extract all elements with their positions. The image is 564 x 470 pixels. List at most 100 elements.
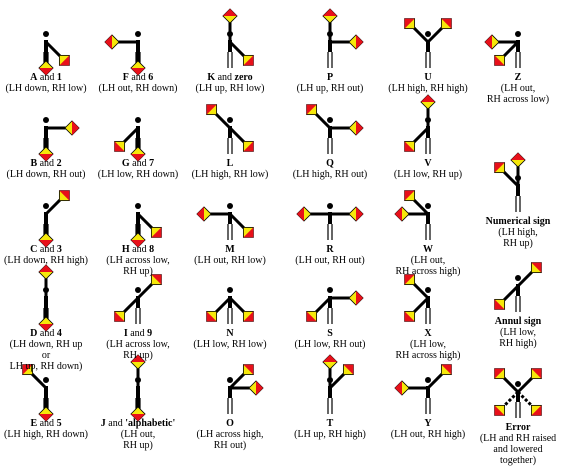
sign-conjunction: and [37,328,57,339]
sign-letter: A [30,72,38,83]
flag-red [356,290,364,306]
semaphore-figure [404,18,452,68]
sign-letter: X [424,328,432,339]
sign-caption: E and 5 (LH high, RH down) [0,418,98,440]
sign-letter: I [123,328,128,339]
sign-caption: P (LH up, RH out) [278,72,382,94]
sign-caption: M (LH out, RH low) [178,244,282,266]
flag-red [243,311,254,322]
sign-description: (LH down, RH up [9,339,83,350]
semaphore-flag [242,364,254,376]
sign-number: 9 [147,328,153,339]
sign-name: Error [466,422,564,433]
semaphore-figure [404,94,436,154]
sign-name: D and 4 [0,328,98,339]
semaphore-flag [306,104,318,116]
figure-head [425,203,431,209]
semaphore-flag [348,290,364,306]
sign-description: (LH high, RH out) [292,169,368,180]
sign-caption: V (LH low, RH up) [376,158,480,180]
flag-red [306,311,317,322]
flag-red [404,190,415,201]
semaphore-figure [394,364,452,414]
semaphore-flag [104,34,120,50]
sign-description: (LH out, [410,255,446,266]
sign-caption: A and 1 (LH down, RH low) [0,72,98,94]
semaphore-flag [130,146,146,162]
flag-red [322,8,338,16]
sign-letter: V [424,158,432,169]
semaphore-figure [306,287,364,324]
flag-red [404,311,415,322]
flag-red [394,206,402,222]
semaphore-figure [296,203,364,240]
sign-conjunction: and [105,418,126,429]
semaphore-flag [114,140,126,152]
sign-description: (LH high, RH high) [388,83,468,94]
semaphore-flag [322,8,338,24]
flag-red [531,368,542,379]
flag-red [38,240,54,248]
semaphore-flag [494,162,506,174]
semaphore-figure [404,274,431,324]
semaphore-figure [114,274,162,324]
sign-description: (LH out, RH down) [98,83,178,94]
sign-letter: W [423,244,433,255]
sign-name: Numerical sign [466,216,564,227]
sign-description: RH up) [123,266,153,277]
semaphore-figure [206,104,254,154]
semaphore-flag [348,206,364,222]
flag-red [404,141,415,152]
sign-description: (LH up, RH low) [195,83,265,94]
sign-number: 7 [149,158,155,169]
semaphore-figure [484,31,521,68]
flag-red [38,264,54,272]
figure-head [227,377,233,383]
semaphore-flag [38,406,54,422]
semaphore-flag [342,364,354,376]
sign-caption: Numerical sign (LH high, RH up) [466,216,564,249]
sign-name: Z [466,72,564,83]
sign-caption: L (LH high, RH low) [178,158,282,180]
sign-caption: Error (LH and RH raised and lowered togethe… [466,422,564,466]
sign-letter: S [327,328,333,339]
semaphore-flag [38,264,54,280]
semaphore-flag [58,190,70,202]
semaphore-figure [206,287,254,324]
sign-description: (LH up, RH out) [296,83,364,94]
sign-description: (LH out, [500,83,536,94]
sign-letter: D [30,328,38,339]
semaphore-figure [306,104,364,154]
sign-name: J and 'alphabetic' [86,418,190,429]
sign-letter: L [226,158,234,169]
sign-description: (LH out, RH out) [295,255,365,266]
semaphore-flag [348,120,364,136]
semaphore-figure [130,354,146,422]
semaphore-figure [22,364,54,422]
flag-red [222,8,238,16]
sign-name: G and 7 [86,158,190,169]
semaphore-figure [494,262,542,312]
flag-red [484,34,492,50]
flag-red [38,154,54,162]
sign-caption: W (LH out, RH across high) [376,244,480,277]
semaphore-flag [196,206,212,222]
semaphore-flag [242,226,254,238]
sign-caption: U (LH high, RH high) [376,72,480,94]
sign-caption: R (LH out, RH out) [278,244,382,266]
flag-red [441,18,452,29]
sign-conjunction: and [129,244,150,255]
figure-head [515,381,521,387]
sign-description: RH across high) [395,350,461,361]
semaphore-flag [222,8,238,24]
flag-red [356,206,364,222]
flag-red [72,120,80,136]
sign-name: A and 1 [0,72,98,83]
sign-number: 3 [56,244,62,255]
figure-head [135,31,141,37]
figure-head [515,275,521,281]
sign-letter: H [121,244,130,255]
sign-letter: N [226,328,234,339]
semaphore-flag [420,94,436,110]
semaphore-flag [530,404,542,416]
